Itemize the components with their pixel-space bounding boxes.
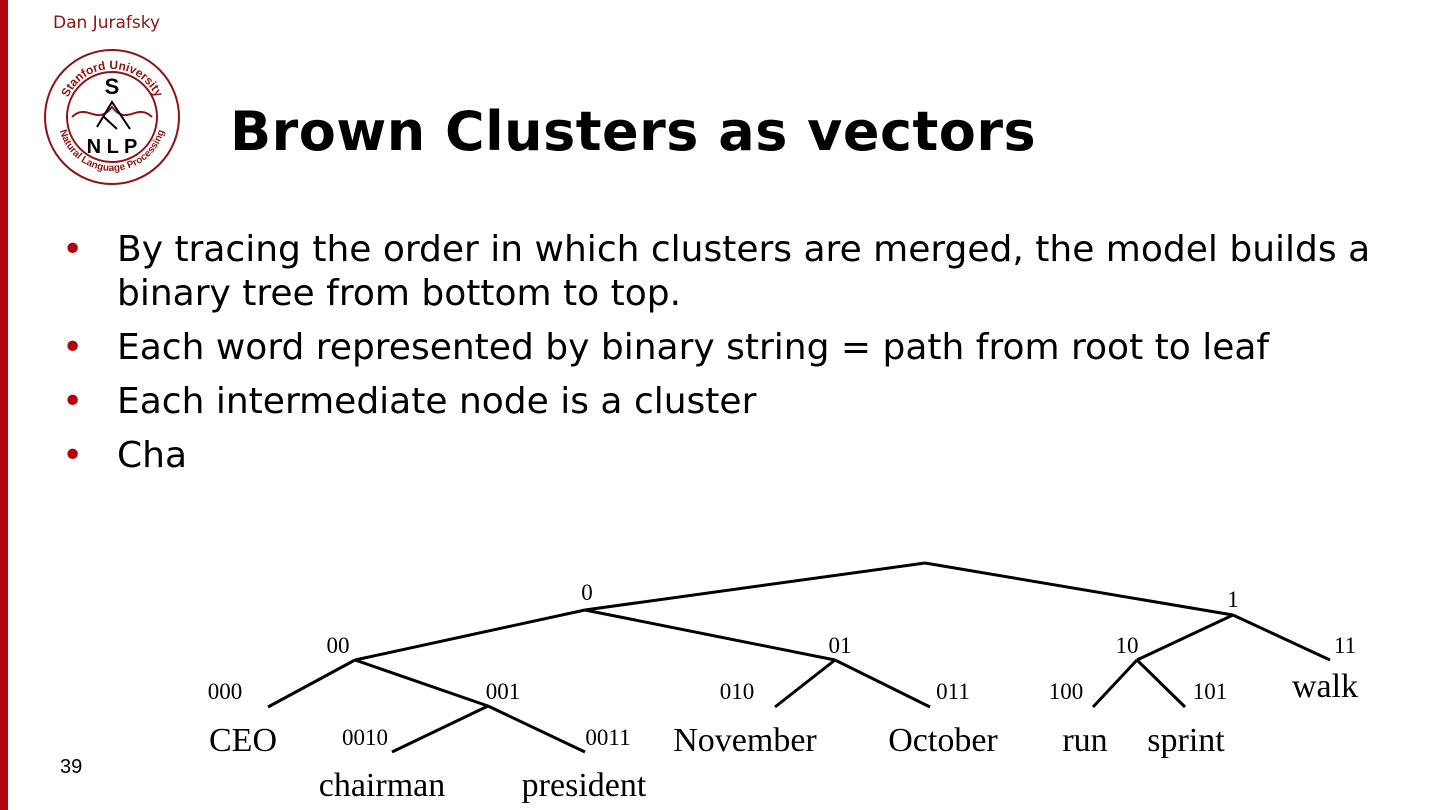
node-label: 01 <box>829 633 852 658</box>
edge <box>1232 613 1331 662</box>
bullet-item: By tracing the order in which clusters a… <box>62 228 1392 316</box>
edge <box>924 561 1234 617</box>
node-label: 100 <box>1049 679 1084 704</box>
node-label: 101 <box>1193 679 1228 704</box>
node-label: 11 <box>1334 633 1356 658</box>
edge <box>391 704 489 754</box>
node-label: 0 <box>581 580 593 605</box>
word-leaf: president <box>522 767 647 804</box>
edge <box>354 658 489 708</box>
word-leaf: October <box>888 722 998 759</box>
word-leaf: CEO <box>209 722 277 759</box>
node-label: 1 <box>1227 587 1239 612</box>
node-label: 0011 <box>585 725 630 750</box>
bullet-list: By tracing the order in which clusters a… <box>62 228 1392 488</box>
edge <box>487 704 586 754</box>
tree-edges <box>267 561 1331 754</box>
word-leaf: walk <box>1292 668 1358 705</box>
node-label: 0010 <box>342 725 388 750</box>
node-label: 00 <box>327 633 350 658</box>
bullet-item: Each intermediate node is a cluster <box>62 380 1392 424</box>
word-leaf: run <box>1062 722 1107 759</box>
edge <box>354 608 586 662</box>
svg-text:S: S <box>105 74 120 99</box>
slide-title: Brown Clusters as vectors <box>230 100 1037 163</box>
edge <box>1091 658 1139 709</box>
bullet-item: Each word represented by binary string =… <box>62 326 1392 370</box>
node-label: 010 <box>720 679 755 704</box>
node-label: 10 <box>1116 633 1139 658</box>
edge <box>1136 613 1234 662</box>
node-label: 001 <box>486 679 521 704</box>
edge <box>1135 658 1187 709</box>
edge <box>774 658 836 709</box>
svg-text:N L P: N L P <box>87 136 138 158</box>
word-leaf: sprint <box>1147 722 1225 759</box>
word-leaf: November <box>673 722 817 759</box>
accent-bar <box>0 0 8 810</box>
binary-tree-diagram: 0 1 00 01 10 11 000 001 010 011 100 101 … <box>195 548 1395 810</box>
edge <box>584 608 836 662</box>
stanford-nlp-logo: Stanford University Natural Language Pro… <box>44 49 180 185</box>
node-label: 000 <box>208 679 243 704</box>
author-name: Dan Jurafsky <box>53 13 161 33</box>
edge <box>267 658 356 709</box>
word-leaf: chairman <box>319 767 446 804</box>
node-label: 011 <box>936 679 970 704</box>
page-number: 39 <box>60 756 83 778</box>
bullet-item: Cha <box>62 434 1392 478</box>
edge <box>584 561 926 612</box>
edge <box>834 658 931 709</box>
